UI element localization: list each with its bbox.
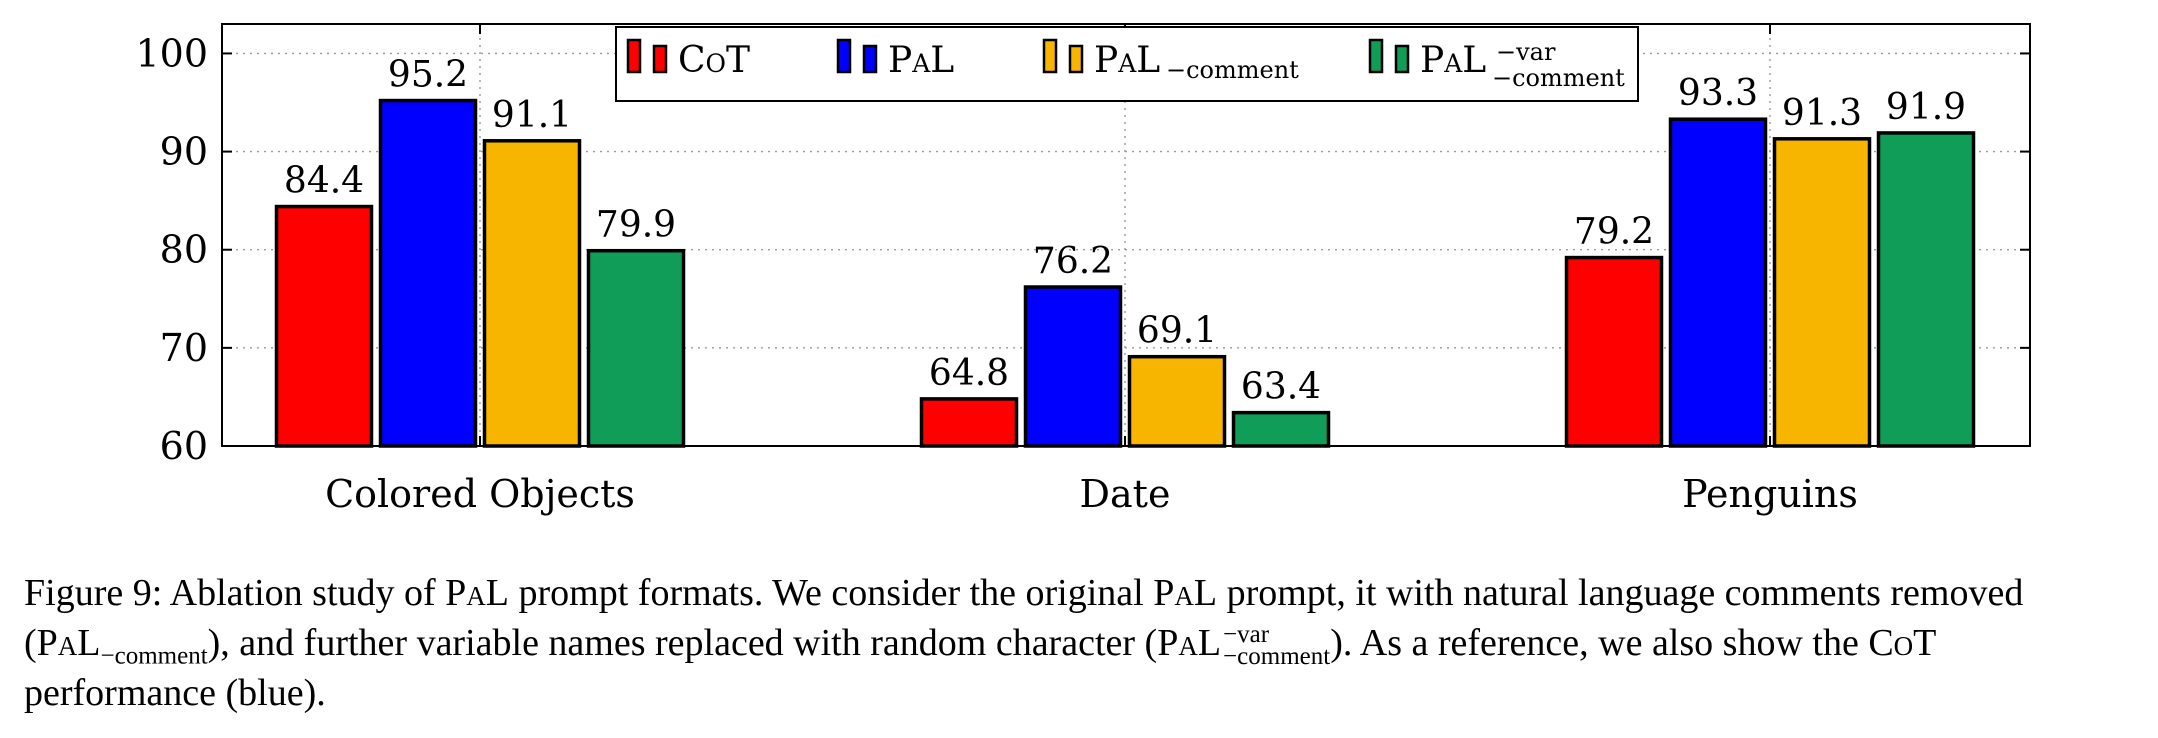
- legend-entry-pal-comment: PaL −comment: [1042, 38, 1299, 84]
- value-label-s2-c1: 69.1: [1137, 311, 1217, 352]
- caption-text-3: prompt, it with natural language comment…: [24, 572, 2024, 664]
- x-tick-label-1: Date: [1080, 472, 1171, 516]
- legend-swatch-pal-comment: [1042, 38, 1058, 74]
- bar-s2-c1: [1127, 354, 1227, 448]
- caption-sub-comment-2: −comment: [1223, 643, 1331, 671]
- caption-pal-3: PaL: [36, 622, 101, 664]
- bar-s2-c0: [482, 139, 582, 448]
- bar-s3-c1: [1231, 410, 1331, 448]
- x-tick-label-0: Colored Objects: [325, 472, 635, 516]
- y-tick-label-60: 60: [160, 424, 208, 468]
- x-axis: Colored Objects Date Penguins: [325, 24, 1858, 516]
- legend: CoT PaL PaL −comment PaL −var −comment: [615, 26, 1639, 102]
- legend-label-pal-var-sub: −comment: [1492, 64, 1625, 92]
- caption-text-1: Figure 9: Ablation study of: [24, 572, 446, 614]
- legend-entry-cot: CoT: [626, 38, 750, 81]
- value-labels: 84.4 64.8 79.2 95.2 76.2 93.3 91.1 69.1 91.3 79.9…: [284, 55, 1966, 408]
- bar-s0-c0: [274, 204, 374, 448]
- legend-box: [615, 26, 1639, 102]
- y-axis: 60 70 80 90 100: [135, 31, 2030, 468]
- value-label-s0-c0: 84.4: [284, 161, 364, 202]
- legend-label-pal-comment-sub: −comment: [1166, 56, 1299, 84]
- value-label-s3-c0: 79.9: [596, 205, 676, 246]
- caption-sub-comment-1: −comment: [100, 642, 208, 670]
- bar-s3-c2: [1876, 131, 1976, 448]
- value-label-s1-c2: 93.3: [1678, 73, 1758, 114]
- legend-entry-pal-var-comment: PaL −var −comment: [1368, 38, 1625, 92]
- caption-text-2: prompt formats. We consider the original: [509, 572, 1154, 614]
- legend-entry-pal: PaL: [836, 38, 954, 81]
- legend-swatch-pal: [836, 38, 852, 74]
- bar-s0-c1: [919, 397, 1019, 448]
- figure-caption: Figure 9: Ablation study of PaL prompt f…: [24, 568, 2134, 718]
- bar-s1-c0: [378, 98, 478, 448]
- caption-pal-2: PaL: [1153, 572, 1218, 614]
- value-label-s0-c1: 64.8: [929, 353, 1009, 394]
- bar-chart: 84.4 64.8 79.2 95.2 76.2 93.3 91.1 69.1 91.3 79.9…: [135, 23, 2031, 516]
- caption-sup-sub-stack: −var −comment: [1223, 621, 1331, 671]
- value-label-s1-c0: 95.2: [388, 55, 468, 96]
- legend-swatch-cot-2: [652, 44, 668, 74]
- legend-swatch-pal-var: [1368, 38, 1384, 74]
- caption-text-5: ). As a reference, we also show the: [1330, 622, 1869, 664]
- legend-label-pal: PaL: [888, 40, 954, 81]
- value-label-s2-c0: 91.1: [492, 95, 572, 136]
- caption-text-6: performance (blue).: [24, 672, 326, 715]
- bar-s1-c1: [1023, 285, 1123, 448]
- bar-s3-c0: [586, 248, 686, 448]
- caption-pal-4: PaL: [1157, 622, 1222, 664]
- caption-cot: CoT: [1868, 622, 1937, 664]
- value-label-s3-c1: 63.4: [1241, 367, 1321, 408]
- plot-frame: [221, 23, 2031, 447]
- bar-s2-c2: [1772, 137, 1872, 448]
- bar-s1-c2: [1668, 117, 1768, 448]
- caption-sup-var: −var: [1223, 621, 1270, 649]
- x-tick-label-2: Penguins: [1682, 472, 1858, 516]
- legend-swatch-pal-var-2: [1394, 44, 1410, 74]
- legend-label-cot: CoT: [678, 40, 750, 81]
- legend-label-pal-var-sup: −var: [1496, 38, 1556, 66]
- legend-label-pal-var: PaL: [1420, 40, 1486, 81]
- caption-text-4: ), and further variable names replaced w…: [207, 622, 1158, 664]
- value-label-s0-c2: 79.2: [1574, 212, 1654, 253]
- y-tick-label-90: 90: [160, 130, 208, 174]
- value-label-s3-c2: 91.9: [1886, 87, 1966, 128]
- bar-s0-c2: [1564, 255, 1664, 448]
- y-tick-label-100: 100: [135, 31, 208, 75]
- caption-pal-1: PaL: [445, 572, 510, 614]
- value-label-s2-c2: 91.3: [1782, 93, 1862, 134]
- y-tick-label-80: 80: [160, 228, 208, 272]
- bars: [274, 98, 1976, 448]
- legend-swatch-pal-2: [862, 44, 878, 74]
- legend-swatch-cot: [626, 38, 642, 74]
- legend-label-pal-comment: PaL: [1094, 40, 1160, 81]
- y-tick-label-70: 70: [160, 326, 208, 370]
- value-label-s1-c1: 76.2: [1033, 241, 1113, 282]
- legend-swatch-pal-comment-2: [1068, 44, 1084, 74]
